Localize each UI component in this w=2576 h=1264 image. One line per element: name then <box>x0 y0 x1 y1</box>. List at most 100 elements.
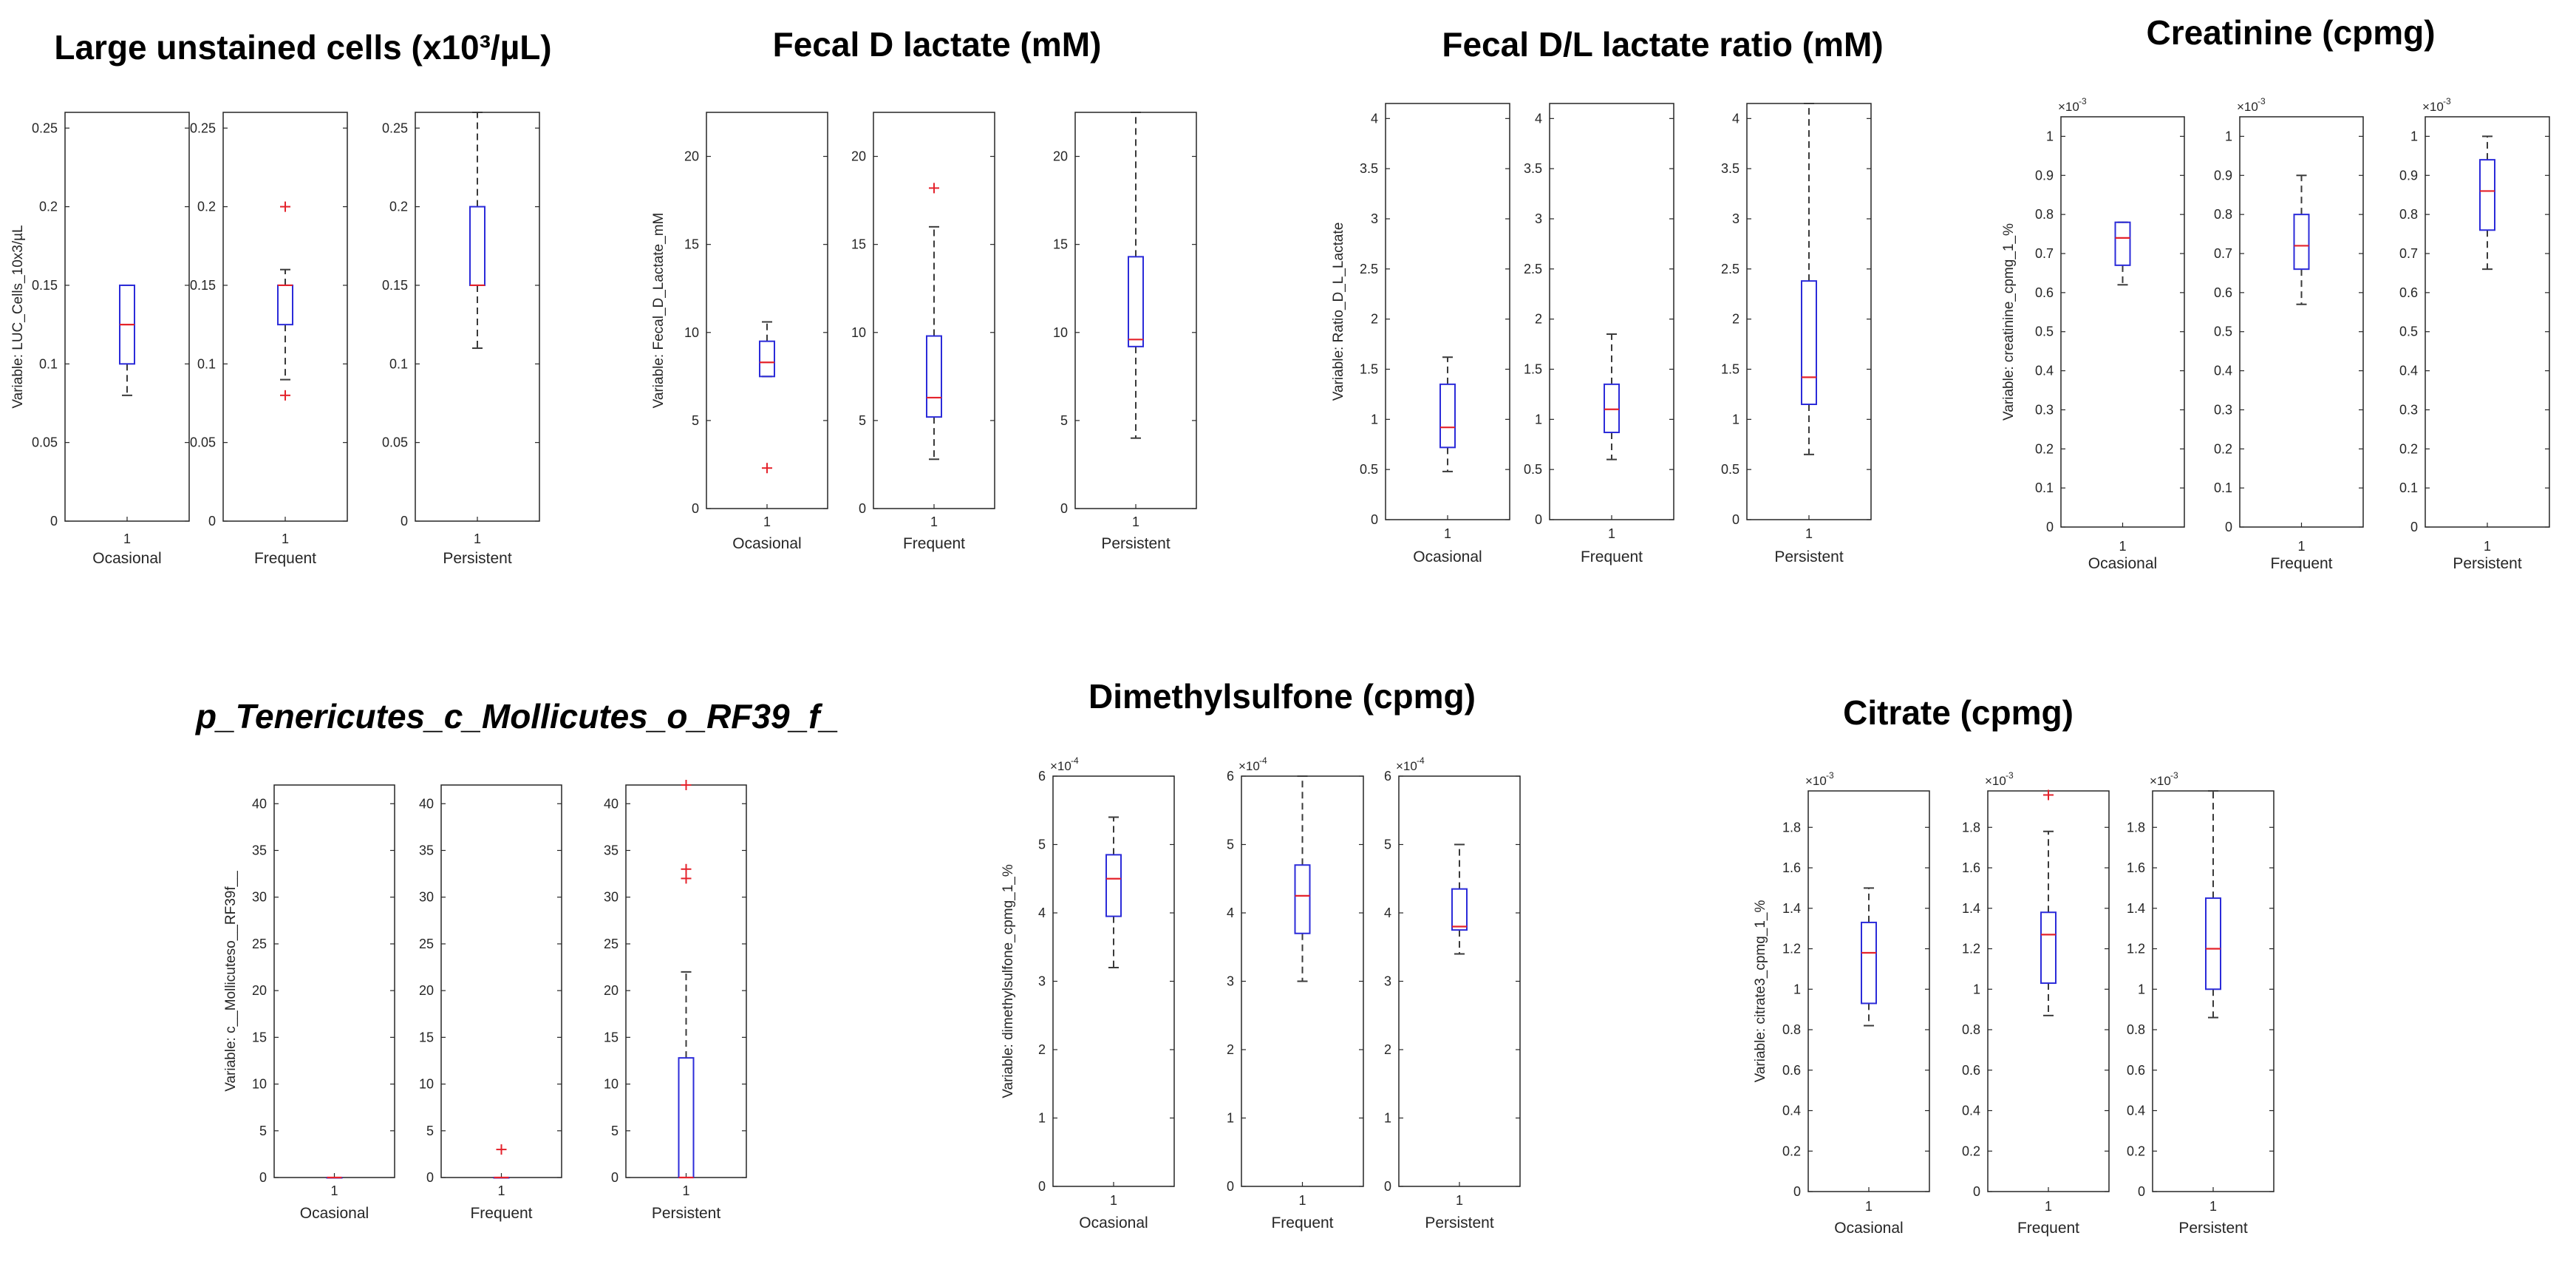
y-axis-label: Variable: citrate3_cpmg_1_% <box>1753 900 1768 1083</box>
y-tick-label: 0.9 <box>2214 168 2232 183</box>
iqr-box <box>926 335 942 418</box>
x-tick-label: 1 <box>1444 526 1451 541</box>
panel-frequent: 0 5 10 15 20 1 Frequent <box>851 112 995 552</box>
x-axis-label: Persistent <box>652 1205 721 1222</box>
sci-exponent: -3 <box>2443 96 2451 106</box>
x-tick-label: 1 <box>682 1183 689 1198</box>
panel-ocasional: 0 5 10 15 20 25 30 35 40 1 Ocasional <box>252 784 395 1222</box>
x-axis-label: Frequent <box>903 535 965 552</box>
y-tick-label: 0 <box>50 514 58 529</box>
y-tick-label: 0.8 <box>2127 1022 2145 1037</box>
x-axis-label: Frequent <box>2017 1220 2079 1237</box>
panel-frequent: 0 0.05 0.1 0.15 0.2 0.25 1 Frequent <box>190 112 348 567</box>
sci-exponent: -3 <box>2258 96 2266 106</box>
y-tick-label: 0.7 <box>2214 246 2232 261</box>
y-axis-label: Variable: Fecal_D_Lactate_mM <box>651 213 667 409</box>
y-tick-label: 1 <box>1535 412 1542 427</box>
y-tick-label: 1.2 <box>1782 942 1801 957</box>
y-tick-label: 3 <box>1038 974 1046 989</box>
y-tick-label: 0 <box>1384 1179 1391 1194</box>
y-tick-label: 0 <box>1227 1179 1234 1194</box>
y-tick-label: 2.5 <box>1721 262 1740 276</box>
y-tick-label: 0.5 <box>2214 325 2232 339</box>
y-tick-label: 30 <box>419 890 434 905</box>
x-tick-label: 1 <box>497 1183 505 1198</box>
y-tick-label: 2.5 <box>1524 262 1542 276</box>
plot-frame <box>64 112 190 522</box>
y-tick-label: 0.2 <box>2214 441 2232 456</box>
iqr-box <box>1861 921 1877 1005</box>
y-tick-label: 0 <box>426 1170 434 1185</box>
y-tick-label: 0.4 <box>1782 1104 1801 1118</box>
chart-7: Citrate (cpmg) Variable: citrate3_cpmg_1_… <box>1753 693 2275 1237</box>
sci-exponent: -3 <box>2006 770 2014 781</box>
y-tick-label: 1.6 <box>1962 860 1980 875</box>
panel-persistent: 0 5 10 15 20 25 30 35 40 1 Persistent <box>604 780 747 1222</box>
chart-title: Dimethylsulfone (cpmg) <box>1088 677 1476 716</box>
x-tick-label: 1 <box>2484 539 2491 554</box>
y-tick-label: 2 <box>1732 312 1740 327</box>
panel-ocasional: 00.10.20.30.40.50.60.70.80.91×10 -31Ocasi… <box>2035 96 2185 572</box>
y-tick-label: 0.6 <box>2399 285 2418 300</box>
y-tick-label: 0.8 <box>2399 207 2418 222</box>
y-tick-label: 1 <box>1038 1111 1046 1126</box>
sci-multiplier: ×10 <box>1805 774 1827 788</box>
y-tick-label: 5 <box>692 413 699 428</box>
x-axis-label: Ocasional <box>2088 555 2157 572</box>
panel-persistent: 0 0.2 0.4 0.6 0.8 1 1.2 1.4 1.6 1.8 ×10 -3 1 Persiste… <box>2127 770 2275 1237</box>
y-tick-label: 0.15 <box>190 278 216 293</box>
y-tick-label: 0.4 <box>2214 364 2232 378</box>
y-tick-label: 10 <box>1053 325 1068 340</box>
y-axis-label: Variable: creatinine_cpmg_1_% <box>2001 223 2017 421</box>
y-tick-label: 15 <box>252 1030 267 1044</box>
x-axis-label: Frequent <box>254 550 316 567</box>
y-tick-label: 0.2 <box>197 200 216 214</box>
y-tick-label: 0 <box>1973 1184 1980 1199</box>
x-tick-label: 1 <box>1298 1193 1306 1208</box>
y-tick-label: 4 <box>1227 905 1234 920</box>
y-tick-label: 25 <box>252 937 267 951</box>
y-tick-label: 35 <box>419 843 434 858</box>
panel-frequent: 00.10.20.30.40.50.60.70.80.91×10 -31Frequ… <box>2214 96 2364 572</box>
panel-frequent: 0 0.5 1 1.5 2 2.5 3 3.5 4 1 Frequent <box>1524 103 1674 565</box>
y-tick-label: 0.6 <box>1782 1063 1801 1078</box>
panel-frequent: 0 1 2 3 4 5 6 ×10 -4 1 Frequent <box>1227 755 1364 1231</box>
y-tick-label: 0.4 <box>2399 364 2418 378</box>
iqr-box <box>1294 864 1311 934</box>
y-tick-label: 0.05 <box>190 435 216 450</box>
y-tick-label: 1.2 <box>2127 942 2145 957</box>
plot-frame <box>1549 103 1674 520</box>
chart-5: p_Tenericutes_c_Mollicutes_o_RF39_f_ Vari… <box>194 697 839 1222</box>
y-tick-label: 4 <box>1535 111 1542 126</box>
y-tick-label: 0.5 <box>2399 325 2418 339</box>
y-tick-label: 0.4 <box>1962 1104 1980 1118</box>
y-tick-label: 6 <box>1384 769 1391 784</box>
sci-multiplier: ×10 <box>2237 100 2258 114</box>
y-tick-label: 2 <box>1371 312 1378 327</box>
y-tick-label: 0.2 <box>389 200 408 214</box>
plot-frame <box>440 784 562 1178</box>
panel-persistent: 0 5 10 15 20 1 Persistent <box>1053 112 1197 552</box>
y-tick-label: 3.5 <box>1721 161 1740 176</box>
x-tick-label: 1 <box>123 531 131 546</box>
plot-frame <box>706 112 828 509</box>
x-tick-label: 1 <box>1608 526 1615 541</box>
x-axis-label: Ocasional <box>1079 1214 1148 1231</box>
panel-ocasional: 0 0.05 0.1 0.15 0.2 0.25 1 Ocasional <box>32 112 190 567</box>
x-axis-label: Persistent <box>2178 1220 2248 1237</box>
y-tick-label: 1.4 <box>1962 901 1980 916</box>
x-axis-label: Ocasional <box>1413 548 1482 565</box>
plot-frame <box>2425 116 2550 528</box>
y-tick-label: 1.5 <box>1524 362 1542 377</box>
chart-6: Dimethylsulfone (cpmg) Variable: dimethyl… <box>1001 677 1521 1231</box>
y-tick-label: 15 <box>419 1030 434 1044</box>
y-tick-label: 20 <box>252 983 267 998</box>
plot-frame <box>1385 103 1510 520</box>
y-tick-label: 15 <box>604 1030 619 1044</box>
y-tick-label: 5 <box>1384 837 1391 852</box>
y-tick-label: 5 <box>611 1124 619 1138</box>
y-tick-label: 2 <box>1535 312 1542 327</box>
y-tick-label: 1 <box>2225 129 2232 143</box>
y-tick-label: 1 <box>2138 982 2145 996</box>
y-tick-label: 0 <box>611 1170 619 1185</box>
